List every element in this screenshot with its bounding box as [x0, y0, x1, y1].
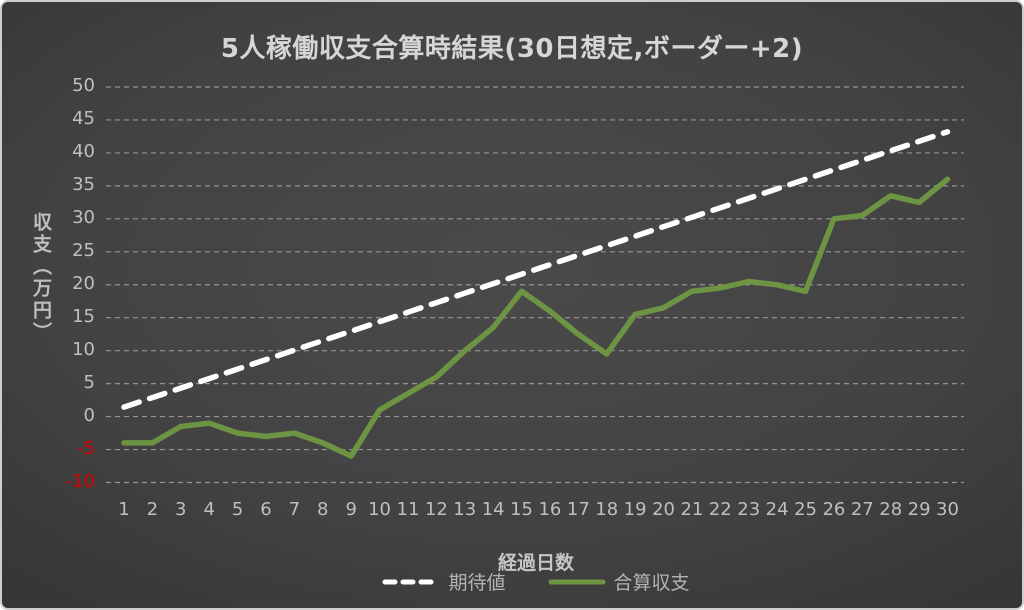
legend-label-expected: 期待値 — [448, 572, 506, 594]
x-tick-10: 10 — [368, 499, 392, 520]
y-tick-15: 15 — [72, 305, 95, 327]
legend-line-sample-actual — [548, 579, 605, 584]
x-tick-26: 26 — [822, 499, 846, 520]
y-tick--10: -10 — [65, 470, 95, 492]
x-tick-22: 22 — [708, 499, 732, 520]
x-tick-28: 28 — [879, 499, 903, 520]
x-tick-7: 7 — [288, 499, 301, 520]
x-tick-3: 3 — [175, 499, 187, 520]
x-tick-5: 5 — [231, 499, 244, 520]
legend-item-expected: 期待値 — [382, 568, 506, 595]
y-tick-35: 35 — [72, 173, 95, 195]
x-tick-18: 18 — [595, 499, 619, 520]
x-tick-24: 24 — [765, 499, 789, 520]
y-tick-50: 50 — [72, 75, 95, 96]
x-tick-16: 16 — [538, 499, 562, 520]
x-tick-1: 1 — [118, 499, 130, 520]
y-tick-5: 5 — [83, 371, 95, 393]
legend-item-actual: 合算収支 — [548, 568, 690, 595]
y-tick-25: 25 — [72, 239, 95, 261]
x-tick-13: 13 — [453, 499, 477, 520]
y-tick-0: 0 — [83, 404, 95, 426]
legend-label-actual: 合算収支 — [613, 572, 690, 594]
y-tick-40: 40 — [72, 140, 95, 162]
legend: 期待値 合算収支 — [107, 568, 965, 595]
x-tick-14: 14 — [481, 499, 505, 520]
x-tick-20: 20 — [652, 499, 675, 520]
x-axis-title: 経過日数 — [497, 552, 574, 574]
y-tick-10: 10 — [72, 338, 95, 360]
y-tick-45: 45 — [72, 107, 95, 129]
x-tick-8: 8 — [317, 499, 329, 520]
x-tick-6: 6 — [260, 499, 272, 520]
x-tick-12: 12 — [424, 499, 448, 520]
x-tick-27: 27 — [850, 499, 874, 520]
x-tick-9: 9 — [345, 499, 357, 520]
y-tick-20: 20 — [72, 272, 95, 294]
y-tick-30: 30 — [72, 206, 95, 228]
series-line-actual — [121, 176, 951, 459]
y-axis-title: 収支（万円） — [30, 212, 52, 344]
series-line-expected — [121, 129, 951, 410]
x-tick-25: 25 — [794, 499, 817, 520]
x-tick-17: 17 — [566, 499, 590, 520]
x-tick-4: 4 — [203, 499, 215, 520]
x-tick-19: 19 — [623, 499, 647, 520]
y-tick--5: -5 — [77, 437, 95, 459]
x-tick-2: 2 — [146, 499, 159, 520]
x-tick-23: 23 — [737, 499, 761, 520]
x-tick-29: 29 — [907, 499, 931, 520]
x-tick-15: 15 — [510, 499, 533, 520]
x-tick-21: 21 — [680, 499, 704, 520]
legend-line-sample-expected — [382, 579, 440, 584]
chart-title: 5人稼働収支合算時結果(30日想定,ボーダー+2) — [220, 34, 804, 64]
x-tick-11: 11 — [396, 499, 420, 520]
x-tick-30: 30 — [936, 499, 959, 520]
